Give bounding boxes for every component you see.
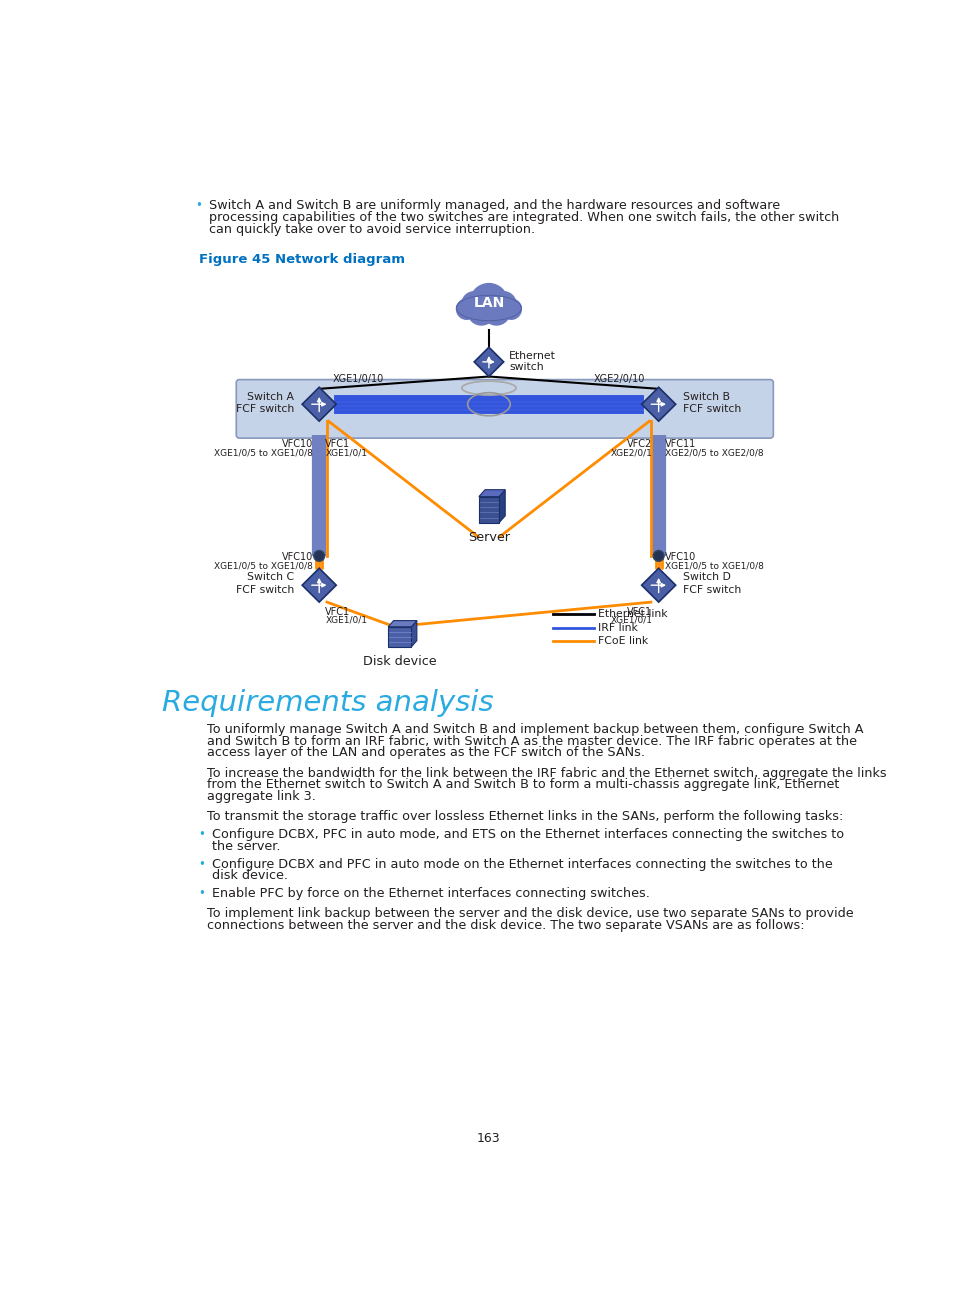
Text: 163: 163: [476, 1131, 500, 1144]
Text: XGE1/0/1: XGE1/0/1: [325, 448, 367, 457]
Text: Server: Server: [467, 530, 510, 543]
Text: •: •: [195, 200, 202, 213]
Text: and Switch B to form an IRF fabric, with Switch A as the master device. The IRF : and Switch B to form an IRF fabric, with…: [207, 735, 856, 748]
Circle shape: [490, 292, 516, 318]
Circle shape: [482, 298, 510, 325]
Text: XGE1/0/1: XGE1/0/1: [325, 616, 367, 625]
Text: VFC1: VFC1: [325, 607, 350, 617]
Text: •: •: [198, 858, 206, 871]
Text: access layer of the LAN and operates as the FCF switch of the SANs.: access layer of the LAN and operates as …: [207, 746, 644, 759]
Bar: [388, 627, 411, 647]
Text: XGE2/0/1: XGE2/0/1: [610, 448, 652, 457]
Text: XGE1/0/1: XGE1/0/1: [610, 616, 652, 625]
Text: XGE1/0/5 to XGE1/0/8: XGE1/0/5 to XGE1/0/8: [213, 448, 313, 457]
Text: FCoE link: FCoE link: [598, 636, 648, 647]
Text: Ethernet link: Ethernet link: [598, 609, 667, 618]
Text: To increase the bandwidth for the link between the IRF fabric and the Ethernet s: To increase the bandwidth for the link b…: [207, 767, 885, 780]
Text: from the Ethernet switch to Switch A and Switch B to form a multi-chassis aggreg: from the Ethernet switch to Switch A and…: [207, 779, 839, 792]
Text: FCF switch: FCF switch: [682, 584, 740, 595]
Text: XGE2/0/10: XGE2/0/10: [593, 375, 644, 384]
Text: Requirements analysis: Requirements analysis: [162, 689, 493, 717]
Text: VFC10: VFC10: [664, 552, 696, 562]
FancyBboxPatch shape: [236, 380, 773, 438]
Text: Switch A and Switch B are uniformly managed, and the hardware resources and soft: Switch A and Switch B are uniformly mana…: [209, 200, 780, 213]
Polygon shape: [474, 347, 503, 377]
Text: Configure DCBX and PFC in auto mode on the Ethernet interfaces connecting the sw: Configure DCBX and PFC in auto mode on t…: [212, 858, 832, 871]
Text: Ethernet: Ethernet: [509, 351, 556, 362]
Ellipse shape: [456, 295, 520, 320]
Text: FCF switch: FCF switch: [236, 584, 294, 595]
Circle shape: [653, 551, 663, 561]
Polygon shape: [641, 388, 675, 421]
Polygon shape: [388, 621, 416, 627]
Circle shape: [461, 292, 487, 318]
Text: the server.: the server.: [212, 840, 280, 853]
Text: FCF switch: FCF switch: [682, 404, 740, 413]
Polygon shape: [302, 388, 335, 421]
Polygon shape: [302, 568, 335, 603]
Text: Switch A: Switch A: [247, 391, 294, 402]
Text: can quickly take over to avoid service interruption.: can quickly take over to avoid service i…: [209, 223, 535, 236]
Text: LAN: LAN: [473, 295, 504, 310]
Text: connections between the server and the disk device. The two separate VSANs are a: connections between the server and the d…: [207, 919, 803, 932]
Text: switch: switch: [509, 363, 543, 372]
Text: VFC10: VFC10: [281, 439, 313, 448]
Circle shape: [500, 299, 520, 319]
Text: processing capabilities of the two switches are integrated. When one switch fail: processing capabilities of the two switc…: [209, 211, 839, 224]
Text: Enable PFC by force on the Ethernet interfaces connecting switches.: Enable PFC by force on the Ethernet inte…: [212, 888, 649, 901]
Text: Figure 45 Network diagram: Figure 45 Network diagram: [199, 253, 405, 266]
Text: aggregate link 3.: aggregate link 3.: [207, 791, 315, 804]
Text: VFC1: VFC1: [325, 439, 350, 448]
Text: VFC11: VFC11: [664, 439, 696, 448]
Text: FCF switch: FCF switch: [236, 404, 294, 413]
Text: •: •: [198, 888, 206, 901]
Circle shape: [470, 284, 507, 321]
Circle shape: [467, 298, 495, 325]
Bar: [478, 496, 498, 522]
Polygon shape: [641, 568, 675, 603]
Circle shape: [314, 551, 324, 561]
Text: •: •: [198, 828, 206, 841]
Text: VFC2: VFC2: [626, 439, 652, 448]
Polygon shape: [411, 621, 416, 647]
Text: To transmit the storage traffic over lossless Ethernet links in the SANs, perfor: To transmit the storage traffic over los…: [207, 810, 842, 823]
Text: To implement link backup between the server and the disk device, use two separat: To implement link backup between the ser…: [207, 907, 853, 920]
Text: Configure DCBX, PFC in auto mode, and ETS on the Ethernet interfaces connecting : Configure DCBX, PFC in auto mode, and ET…: [212, 828, 843, 841]
Text: Disk device: Disk device: [362, 656, 436, 669]
Text: Switch B: Switch B: [682, 391, 730, 402]
Text: VFC1: VFC1: [627, 607, 652, 617]
Text: VFC10: VFC10: [281, 552, 313, 562]
Text: IRF link: IRF link: [598, 622, 638, 632]
Text: XGE1/0/10: XGE1/0/10: [333, 375, 384, 384]
Text: XGE1/0/5 to XGE1/0/8: XGE1/0/5 to XGE1/0/8: [664, 561, 763, 570]
Polygon shape: [478, 490, 505, 496]
Text: XGE1/0/5 to XGE1/0/8: XGE1/0/5 to XGE1/0/8: [213, 561, 313, 570]
Text: Switch D: Switch D: [682, 573, 731, 582]
Text: To uniformly manage Switch A and Switch B and implement backup between them, con: To uniformly manage Switch A and Switch …: [207, 723, 862, 736]
Text: XGE2/0/5 to XGE2/0/8: XGE2/0/5 to XGE2/0/8: [664, 448, 762, 457]
Polygon shape: [498, 490, 505, 522]
Circle shape: [456, 299, 476, 319]
Text: Switch C: Switch C: [247, 573, 294, 582]
Text: disk device.: disk device.: [212, 870, 288, 883]
